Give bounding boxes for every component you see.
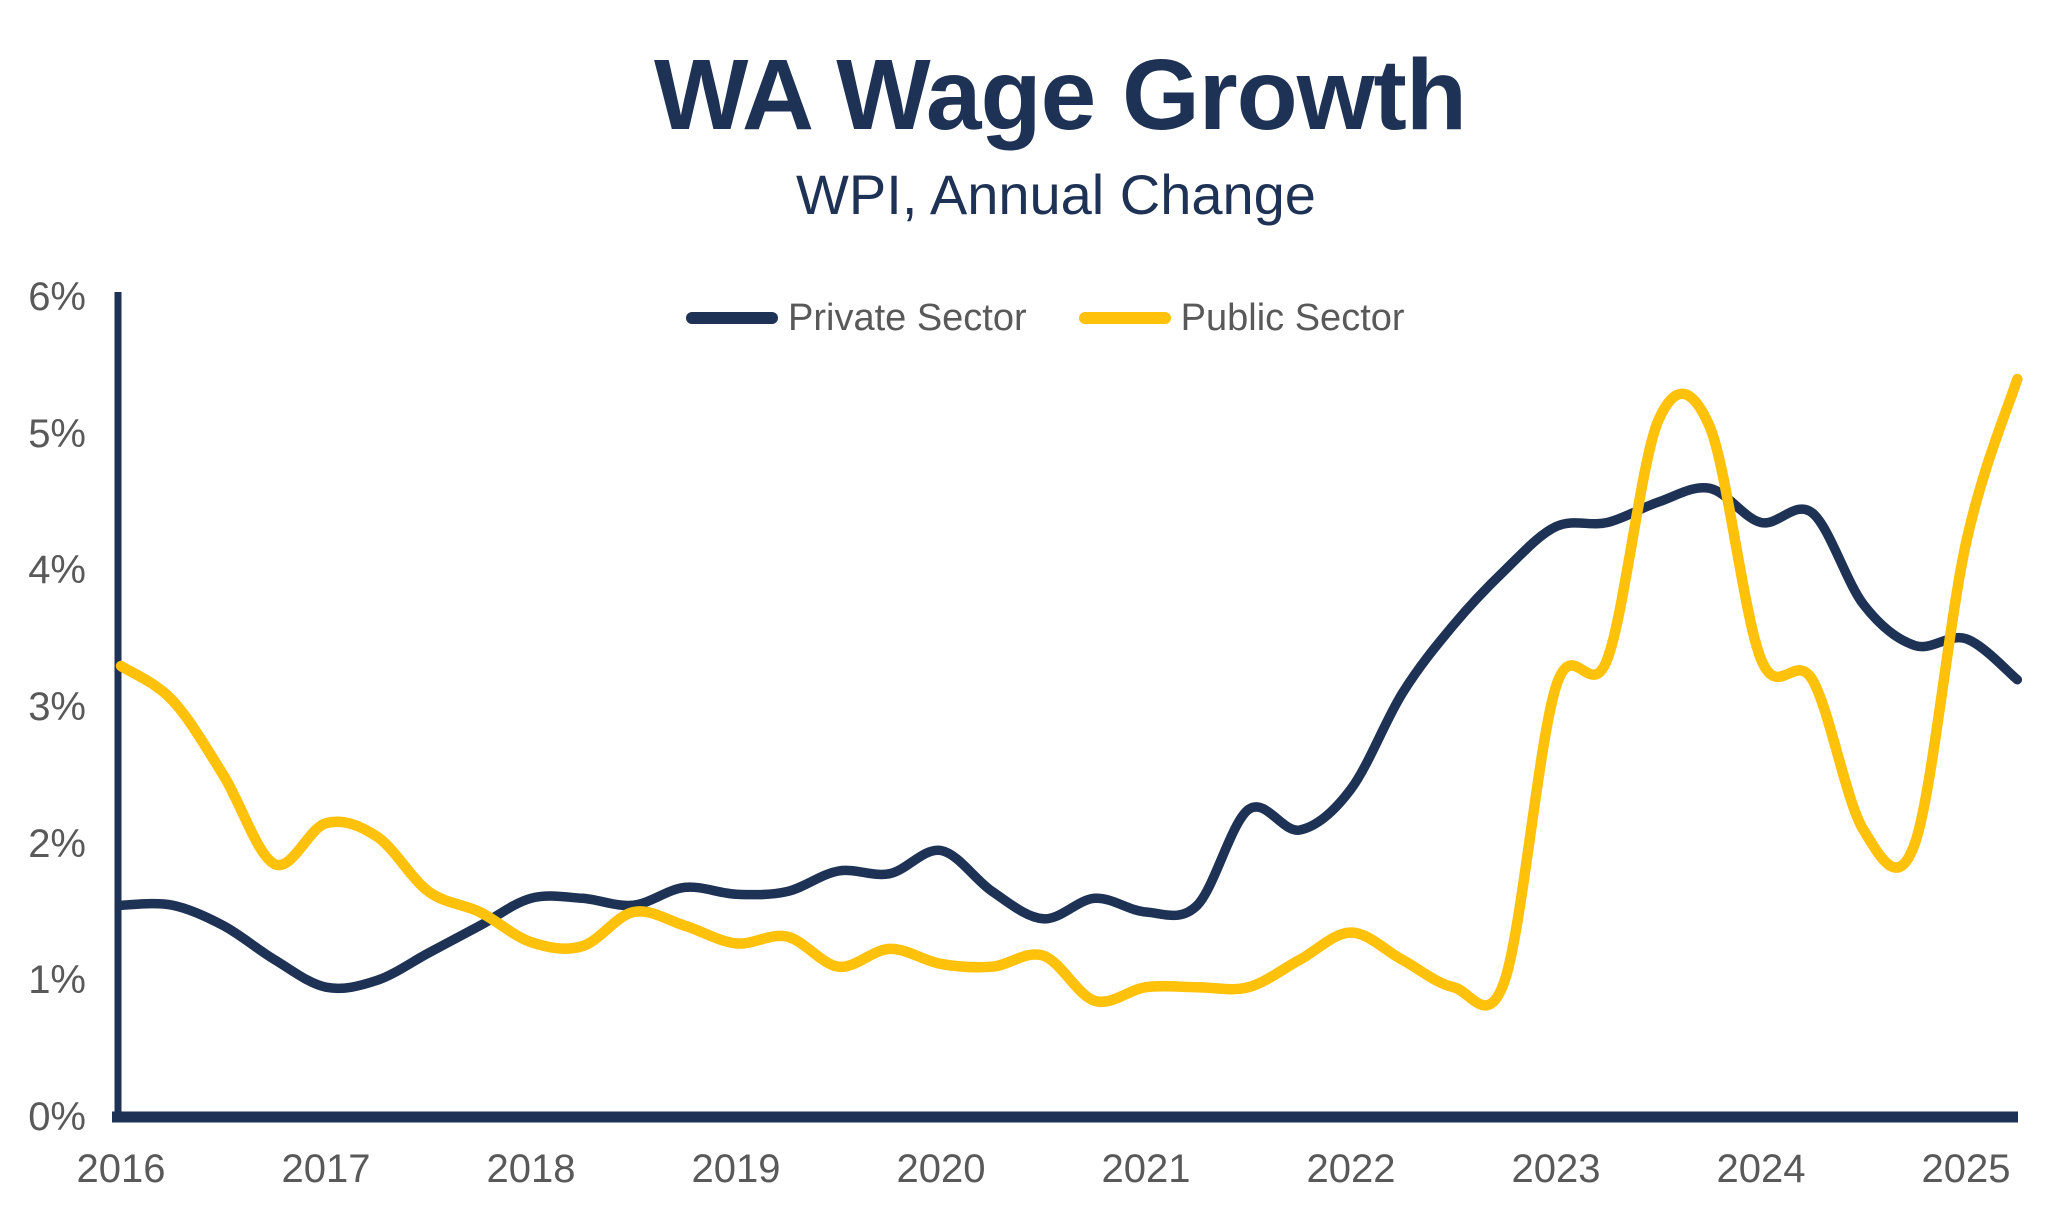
y-axis-tick-label: 5% (28, 411, 86, 456)
x-axis-tick-label: 2022 (1306, 1147, 1396, 1191)
x-axis-tick-label: 2024 (1716, 1147, 1806, 1191)
y-axis-tick-label: 1% (28, 958, 86, 1003)
private-sector-line-swatch (686, 312, 778, 324)
x-axis-tick-label: 2020 (896, 1147, 986, 1191)
y-axis-tick-label: 6% (28, 274, 86, 319)
chart-title: WA Wage Growth (654, 39, 1467, 151)
public-sector-line (115, 373, 2023, 1011)
y-axis-tick-label: 2% (28, 821, 86, 866)
x-axis-tick-label: 2018 (486, 1147, 576, 1191)
public-sector-legend-label: Public Sector (1180, 297, 1405, 339)
x-axis-tick-label: 2021 (1101, 1147, 1191, 1191)
chart-subtitle: WPI, Annual Change (796, 163, 1316, 226)
y-axis-tick-label: 3% (28, 684, 86, 729)
public-sector-line-swatch (1078, 312, 1171, 324)
private-sector-line (116, 482, 2023, 994)
x-axis-tick-label: 2016 (76, 1147, 166, 1191)
legend: Private Sector Public Sector (686, 295, 1405, 341)
x-axis-tick-label: 2019 (691, 1147, 781, 1191)
y-axis-tick-label: 0% (28, 1095, 86, 1139)
private-sector-legend-label: Private Sector (788, 297, 1027, 339)
x-axis-tick-label: 2025 (1921, 1147, 2011, 1191)
x-axis-tick-label: 2023 (1511, 1147, 1601, 1191)
x-axis-tick-label: 2017 (281, 1147, 371, 1191)
y-axis-tick-label: 4% (28, 548, 86, 593)
